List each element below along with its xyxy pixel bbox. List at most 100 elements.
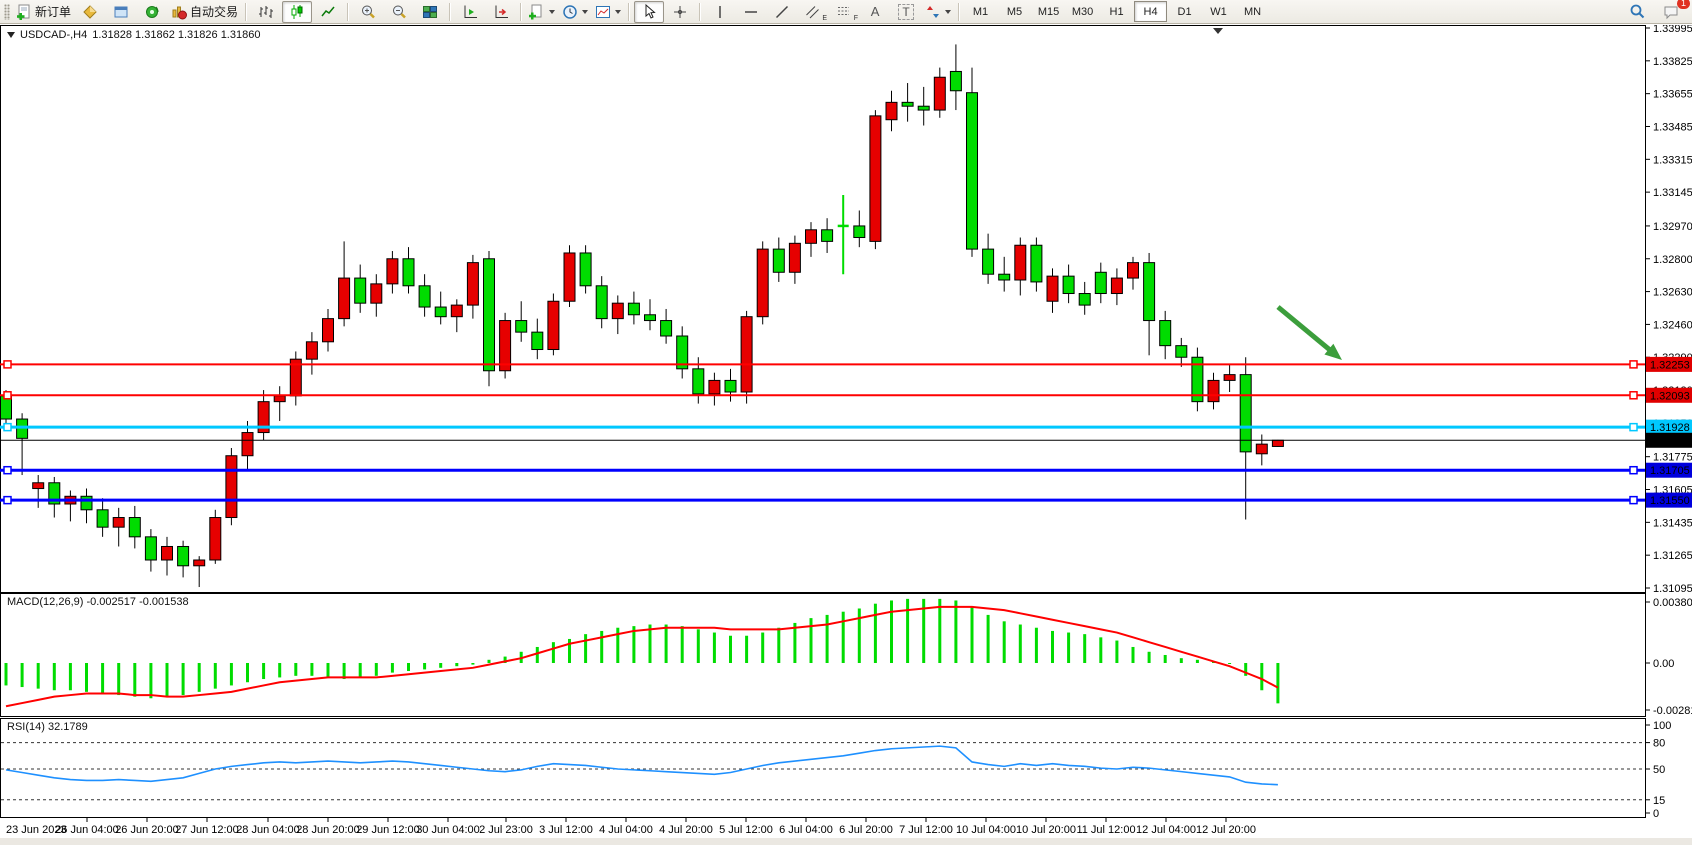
zoom-in-button[interactable] [353,1,383,23]
time-tick-label: 7 Jul 12:00 [899,824,953,836]
cursor-icon [645,3,656,19]
rsi-tick-label: 50 [1653,764,1665,776]
timeframe-m30-button[interactable]: M30 [1071,5,1094,18]
timeframe-d1-button[interactable]: D1 [1177,5,1192,18]
templates-caret-icon [549,9,556,14]
new-order-button[interactable]: 新订单 [13,1,74,23]
text-tool-icon: A [870,4,880,19]
chart-collapse-icon[interactable] [7,32,15,38]
time-tick-label: 6 Jul 20:00 [839,824,893,836]
timeframe-m5-button[interactable]: M5 [1006,5,1023,18]
auto-trading-button[interactable]: 自动交易 [168,1,241,23]
time-tick-label: 10 Jul 20:00 [1016,824,1076,836]
market-watch-button[interactable] [75,1,105,23]
chart-shift-marker[interactable] [1213,28,1223,34]
time-tick-label: 4 Jul 04:00 [599,824,653,836]
time-tick-label: 28 Jun 04:00 [236,824,300,836]
price-tick-label: 1.33995 [1653,25,1692,35]
templates-button[interactable] [526,1,558,23]
price-tick-label: 1.31775 [1653,452,1692,464]
line-handle [3,495,12,505]
chart-symbol-label: USDCAD-,H4 [20,29,88,41]
line-handle [1629,360,1638,369]
periods-button[interactable] [559,1,591,23]
timeframe-mn-button[interactable]: MN [1243,5,1262,18]
line-handle [1629,465,1638,475]
arrow-annotation[interactable] [1276,305,1342,360]
auto-trading-label: 自动交易 [190,5,239,19]
toolbar-separator [628,2,631,21]
pane-frames [0,25,1692,845]
market-watch-icon [83,4,97,19]
trendline-button[interactable] [767,1,797,23]
arrows-tool-icon [927,5,940,18]
price-tick-label: 1.32630 [1653,287,1692,299]
price-tick-label: 1.33145 [1653,187,1692,199]
chat-button[interactable]: 1 [1656,0,1690,23]
auto-scroll-button[interactable] [455,1,485,23]
text-tool-button[interactable]: A [860,1,890,23]
price-tick-label: 1.31095 [1653,583,1692,595]
cursor-button[interactable] [634,0,665,23]
toolbar-separator [958,2,961,21]
auto-scroll-icon [464,5,478,18]
time-tick-label: 26 Jun 20:00 [115,824,179,836]
price-scale[interactable]: 1.33995 1.33825 1.33655 1.33485 1.33315 1.331… [1645,25,1692,595]
rsi-tick-label: 15 [1653,795,1665,807]
new-order-label: 新订单 [35,5,72,19]
horizontal-line-button[interactable] [736,1,766,23]
bar-chart-button[interactable] [251,1,281,23]
timeframe-h4-button[interactable]: H4 [1134,1,1168,22]
chart-shift-button[interactable] [486,1,516,23]
level-lines[interactable]: 1.32253 1.32093 1.31928 1.31705 1.31550 1.318… [0,356,1692,508]
time-tick-label: 23 Jun 2023 [6,824,67,836]
zoom-in-icon [362,5,375,18]
trendline-icon [776,5,789,18]
tile-windows-button[interactable] [415,1,445,23]
equidistant-channel-button[interactable]: E [798,1,828,23]
periods-clock-icon [563,4,577,19]
search-button[interactable] [1622,1,1652,23]
navigator-button[interactable] [137,1,167,23]
time-tick-label: 30 Jun 04:00 [416,824,480,836]
price-tag-label: 1.31928 [1650,422,1690,434]
auto-trading-icon [172,6,188,19]
data-window-button[interactable] [106,1,136,23]
indicators-button[interactable] [592,1,624,23]
rsi-indicator-label: RSI(14) 32.1789 [7,721,88,733]
crosshair-button[interactable] [665,1,695,23]
indicators-icon [596,5,611,18]
time-tick-label: 28 Jun 20:00 [296,824,360,836]
toolbar-grip[interactable] [4,3,10,20]
zoom-out-button[interactable] [384,1,414,23]
price-tick-label: 1.33825 [1653,56,1692,68]
time-tick-label: 11 Jul 12:00 [1076,824,1135,836]
fibonacci-button[interactable]: F [829,1,859,23]
line-chart-button[interactable] [313,1,343,23]
new-order-icon [17,4,30,20]
timeframe-w1-button[interactable]: W1 [1210,5,1227,18]
rsi-tick-label: 80 [1653,738,1665,750]
templates-icon [529,4,542,19]
chart-canvas[interactable]: 1.33995 1.33825 1.33655 1.33485 1.33315 1.331… [0,25,1692,845]
vertical-line-button[interactable] [705,1,735,23]
toolbar-separator [245,2,248,21]
timeframe-h1-button[interactable]: H1 [1109,5,1124,18]
text-label-button[interactable]: T [891,1,921,23]
timeframe-m15-button[interactable]: M15 [1037,5,1060,18]
macd-signal-line [5,605,1279,708]
fibo-sub-label: F [853,14,859,22]
rsi-tick-label: 100 [1653,720,1671,732]
candlestick-chart-button[interactable] [282,0,313,23]
arrows-tool-button[interactable] [922,1,954,23]
timeframe-m1-button[interactable]: M1 [972,5,989,18]
price-tick-label: 1.32800 [1653,254,1692,266]
chat-unread-badge: 1 [1677,0,1690,9]
zoom-out-icon [393,5,406,18]
horizontal-line-icon [745,10,758,13]
candlestick-chart-icon [291,4,303,19]
crosshair-icon [674,5,687,18]
time-tick-label: 29 Jun 12:00 [356,824,420,836]
